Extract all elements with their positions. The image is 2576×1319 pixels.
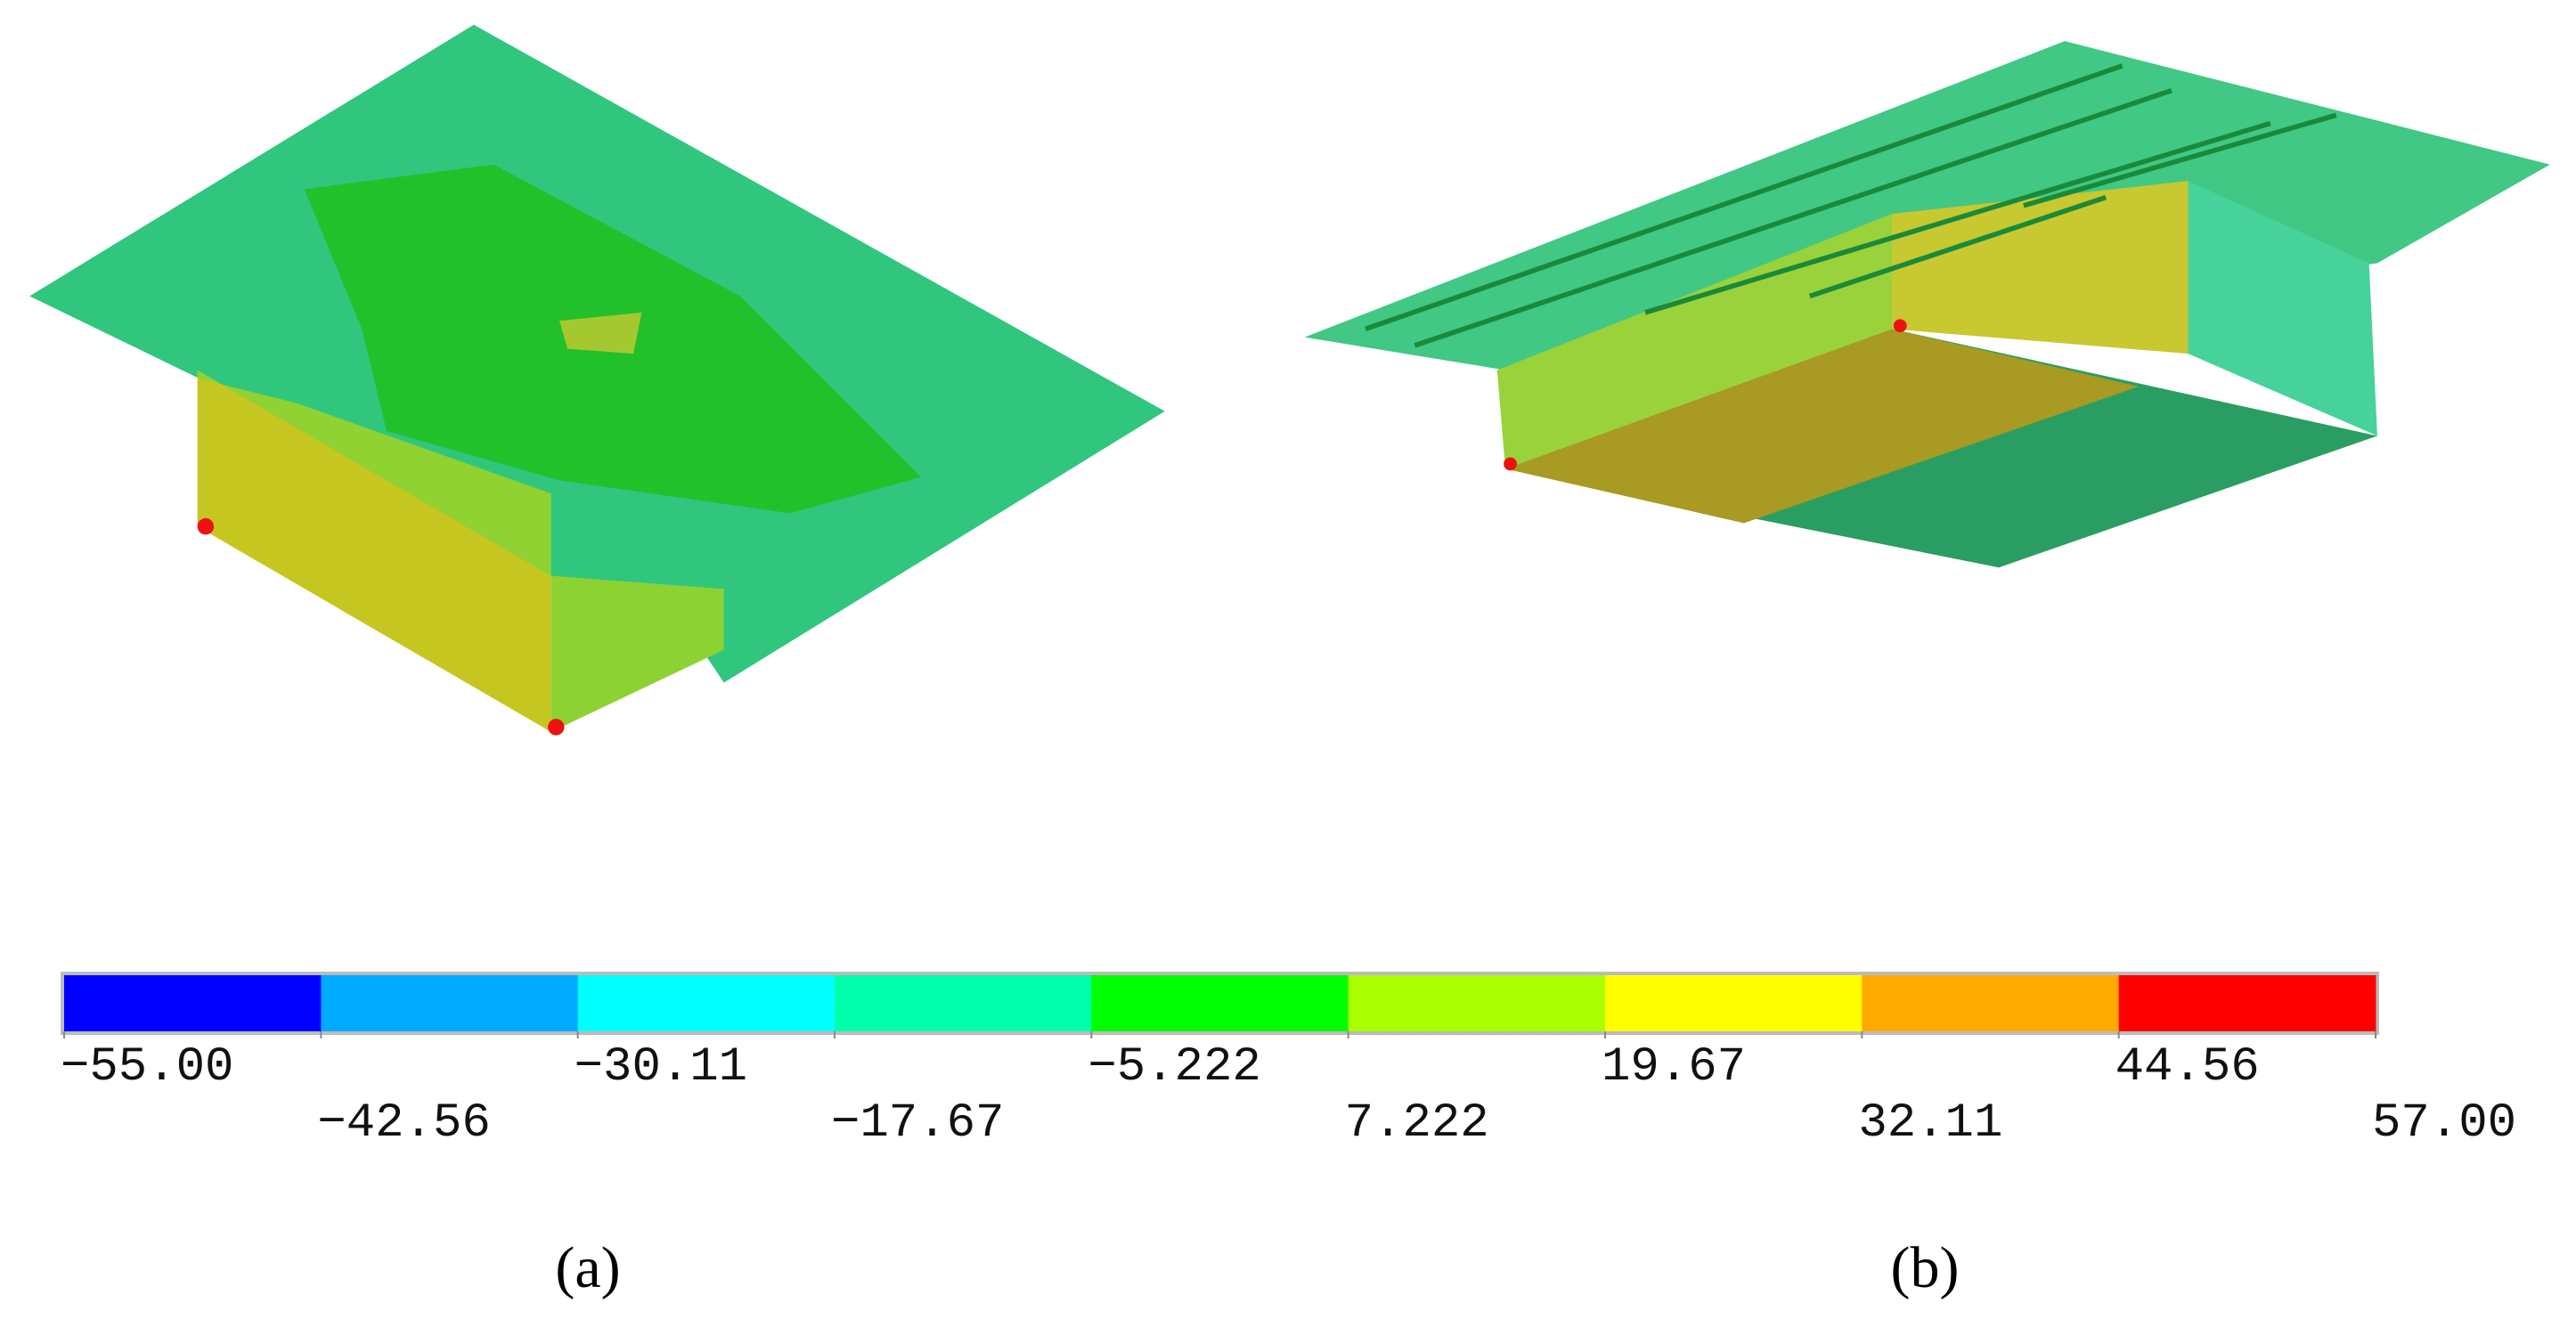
hotspot [197, 517, 215, 535]
colorbar-label: 7.222 [1345, 1096, 1489, 1151]
bottom-contour [1505, 329, 2140, 524]
colorbar-label: −17.67 [831, 1096, 1004, 1151]
colorbar-label: −42.56 [317, 1096, 490, 1151]
hotspot [1504, 457, 1517, 471]
colorbar-label: −30.11 [575, 1040, 747, 1095]
colorbar: −55.00 −42.56 −30.11 −17.67 −5.222 7.222 19.67… [61, 975, 2516, 1151]
wall [1496, 214, 1893, 469]
colorbar-segment [577, 975, 836, 1031]
stiffeners [1365, 63, 2337, 348]
box [2188, 181, 2377, 436]
wall [197, 370, 551, 732]
colorbar-segment [64, 975, 322, 1031]
hotspot [1893, 319, 1907, 333]
colorbar-segment [1348, 975, 1606, 1031]
colorbar-label: 19.67 [1602, 1040, 1746, 1095]
side-wall [550, 575, 724, 732]
panel-a-model [29, 24, 1165, 736]
colorbar-segment [321, 975, 579, 1031]
panel-label: (a) [555, 1235, 620, 1300]
wall [1892, 181, 2189, 354]
colorbar-label: −55.00 [61, 1040, 233, 1095]
colorbar-label: 32.11 [1858, 1096, 2002, 1151]
colorbar-label: 44.56 [2115, 1040, 2260, 1095]
colorbar-segment [2118, 975, 2376, 1031]
panel-label: (b) [1891, 1235, 1960, 1300]
plate [1304, 41, 2550, 370]
contour [558, 312, 642, 354]
colorbar-segment [1605, 975, 1863, 1031]
colorbar-label: −5.222 [1088, 1040, 1260, 1095]
hotspot [548, 719, 565, 736]
colorbar-segment [1091, 975, 1349, 1031]
colorbar-segment [835, 975, 1092, 1031]
panel-b-model [1304, 41, 2550, 568]
colorbar-label: 57.00 [2372, 1096, 2516, 1151]
colorbar-segment [1862, 975, 2120, 1031]
